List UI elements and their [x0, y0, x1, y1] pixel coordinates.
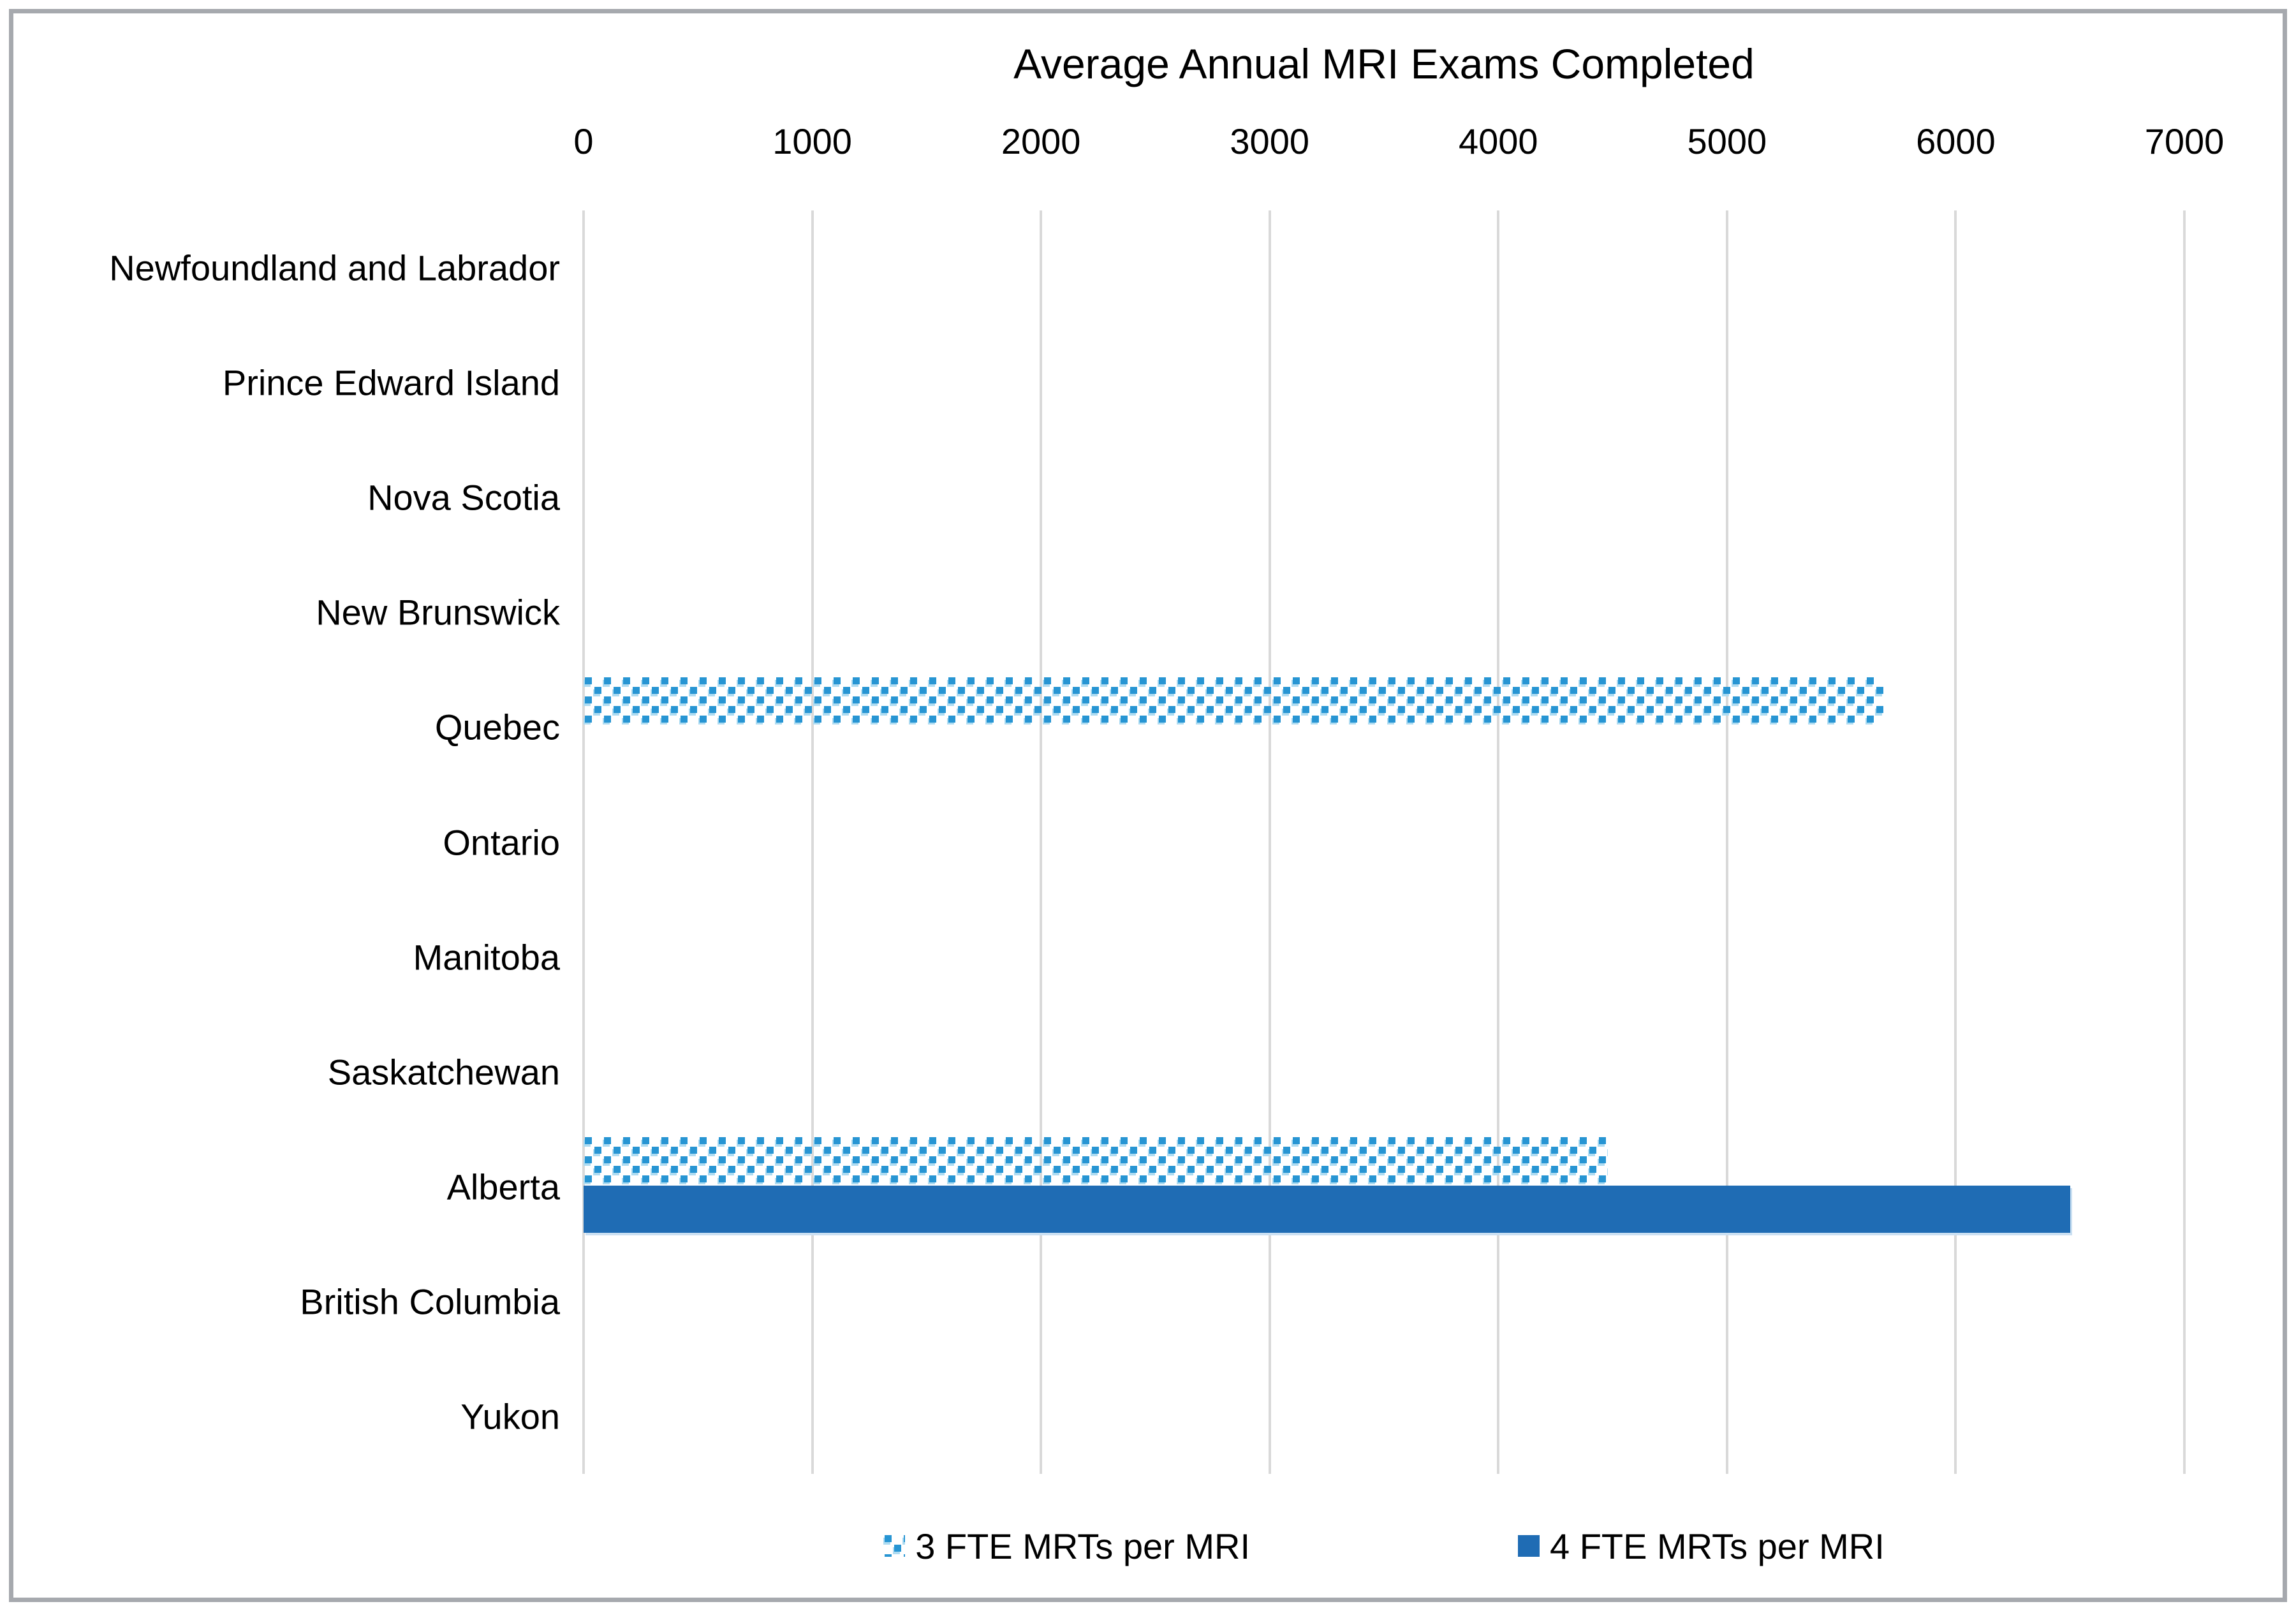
gridline: [2183, 210, 2186, 1474]
gridline: [1040, 210, 1043, 1474]
category-label: Alberta: [446, 1166, 560, 1207]
legend-marker-dotted-icon: [883, 1535, 906, 1557]
category-label: Yukon: [460, 1396, 560, 1437]
gridline: [1268, 210, 1271, 1474]
category-label: Ontario: [443, 822, 560, 862]
x-tick-label: 6000: [1916, 121, 1996, 161]
bar-3fte-alberta: [584, 1137, 1608, 1184]
gridline: [1725, 210, 1728, 1474]
x-tick-label: 5000: [1687, 121, 1767, 161]
legend-label-4fte: 4 FTE MRTs per MRI: [1550, 1526, 1885, 1566]
legend-item-4fte: 4 FTE MRTs per MRI: [1518, 1526, 1885, 1567]
category-label: Newfoundland and Labrador: [109, 247, 560, 288]
legend: 3 FTE MRTs per MRI 4 FTE MRTs per MRI: [584, 1522, 2184, 1570]
category-label: British Columbia: [300, 1281, 560, 1322]
gridline: [1497, 210, 1500, 1474]
category-label: Nova Scotia: [367, 477, 560, 518]
x-tick-label: 3000: [1230, 121, 1309, 161]
category-label: Manitoba: [413, 937, 560, 978]
gridline: [582, 210, 585, 1474]
x-tick-label: 7000: [2144, 121, 2225, 161]
category-label: Quebec: [434, 707, 560, 747]
x-tick-label: 2000: [1001, 121, 1081, 161]
bar-3fte-quebec: [584, 677, 1885, 725]
x-axis-tick-labels: 0 1000 2000 3000 4000 5000 6000 7000: [573, 119, 2224, 165]
legend-label-3fte: 3 FTE MRTs per MRI: [915, 1526, 1250, 1566]
chart-title: Average Annual MRI Exams Completed: [1013, 40, 1755, 87]
x-tick-label: 1000: [772, 121, 852, 161]
legend-marker-solid-icon: [1518, 1535, 1540, 1557]
x-tick-label: 0: [573, 121, 594, 161]
category-label: Saskatchewan: [327, 1052, 560, 1092]
bar-4fte-alberta: [584, 1185, 2070, 1233]
x-tick-label: 4000: [1458, 121, 1538, 161]
plot-area: [582, 210, 2186, 1474]
legend-item-3fte: 3 FTE MRTs per MRI: [883, 1526, 1250, 1567]
y-axis-category-labels: Newfoundland and Labrador Prince Edward I…: [38, 210, 560, 1474]
gridline: [811, 210, 814, 1474]
category-label: New Brunswick: [316, 592, 560, 633]
category-label: Prince Edward Island: [222, 362, 560, 403]
gridline: [1954, 210, 1957, 1474]
